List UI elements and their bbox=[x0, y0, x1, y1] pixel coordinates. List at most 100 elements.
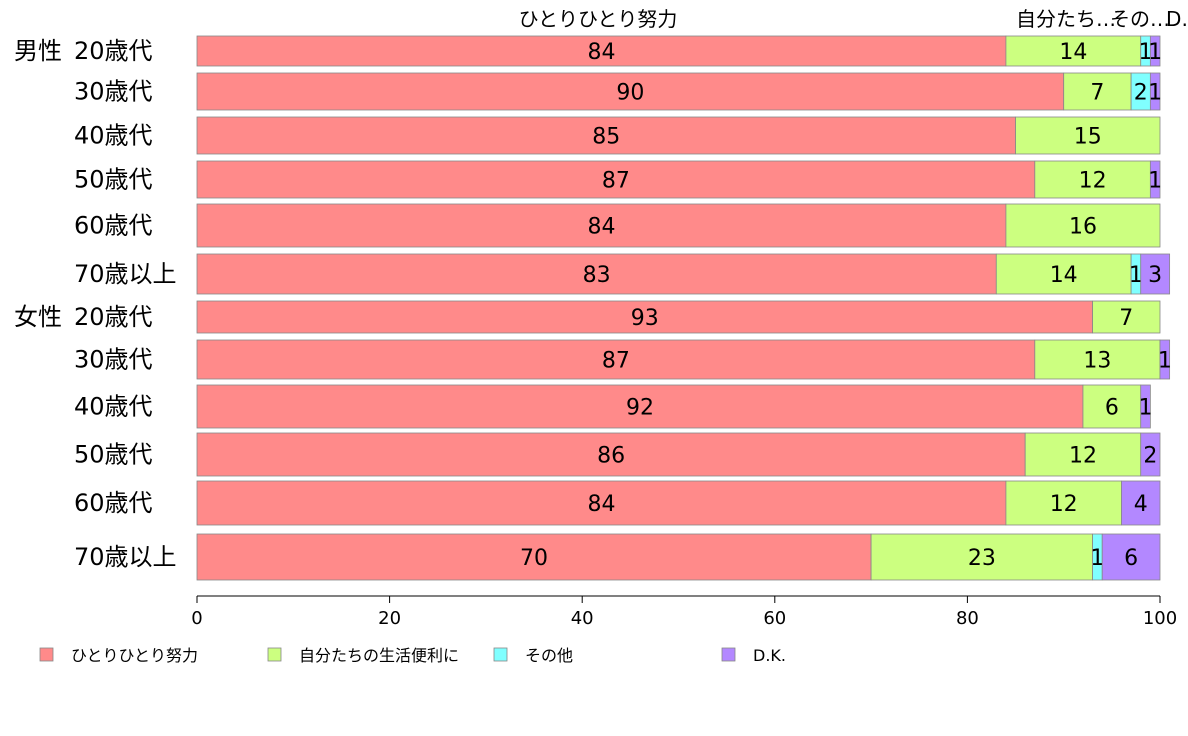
bar-segment bbox=[1082, 384, 1142, 429]
bar-segment bbox=[1140, 432, 1161, 477]
legend-item: その他 bbox=[493, 646, 573, 665]
legend-label: D.K. bbox=[753, 646, 786, 665]
bar-segment bbox=[196, 384, 1084, 429]
legend-swatch bbox=[267, 647, 282, 662]
bar-segment bbox=[1015, 116, 1161, 155]
bar-row: 70 23 1 6 bbox=[196, 533, 1161, 581]
bar-row: 84 16 bbox=[196, 203, 1161, 248]
bar-segment bbox=[196, 160, 1036, 199]
data-label: 84 bbox=[587, 492, 615, 517]
category-label: 20歳代 bbox=[74, 37, 153, 65]
data-label: 87 bbox=[602, 349, 630, 374]
category-label: 50歳代 bbox=[74, 166, 153, 194]
legend: ひとりひとり努力 自分たちの生活便利に その他 D.K. bbox=[39, 646, 786, 665]
data-label: 7 bbox=[1119, 306, 1133, 331]
data-label: 2 bbox=[1143, 444, 1157, 469]
data-label: 92 bbox=[626, 396, 654, 421]
data-label: 15 bbox=[1074, 125, 1102, 150]
category-label: 40歳代 bbox=[74, 122, 153, 150]
legend-item: ひとりひとり努力 bbox=[39, 646, 198, 665]
bar-row: 83 14 1 3 bbox=[196, 253, 1171, 295]
data-label: 7 bbox=[1090, 81, 1104, 106]
bar-segment bbox=[1005, 35, 1142, 67]
data-label: 16 bbox=[1069, 215, 1097, 240]
x-tick-label: 80 bbox=[956, 608, 979, 629]
data-label: 93 bbox=[631, 306, 659, 331]
bar-segment bbox=[1121, 480, 1161, 526]
data-label: 84 bbox=[587, 40, 615, 65]
data-label: 6 bbox=[1124, 546, 1138, 571]
category-label: 60歳代 bbox=[74, 489, 153, 517]
bar-row: 87 13 1 bbox=[196, 339, 1172, 380]
bar-segment bbox=[1140, 384, 1151, 429]
data-label: 1 bbox=[1129, 263, 1143, 288]
x-tick-label: 20 bbox=[378, 608, 401, 629]
data-label: 1 bbox=[1158, 349, 1172, 374]
bar-row: 85 15 bbox=[196, 116, 1161, 155]
data-label: 3 bbox=[1148, 263, 1162, 288]
category-label: 40歳代 bbox=[74, 393, 153, 421]
bar-segment bbox=[1034, 160, 1151, 199]
bar-row: 92 6 1 bbox=[196, 384, 1153, 429]
bar-row: 90 7 2 1 bbox=[196, 72, 1162, 111]
data-label: 12 bbox=[1050, 492, 1078, 517]
bar-row: 93 7 bbox=[196, 300, 1161, 334]
bar-segment bbox=[1005, 480, 1122, 526]
bar-segment bbox=[1092, 300, 1161, 334]
bar-row: 87 12 1 bbox=[196, 160, 1162, 199]
data-label: 87 bbox=[602, 169, 630, 194]
bar-segment bbox=[1101, 533, 1161, 581]
data-label: 12 bbox=[1069, 444, 1097, 469]
data-label: 85 bbox=[592, 125, 620, 150]
bar-segment bbox=[870, 533, 1093, 581]
bar-segment bbox=[196, 72, 1065, 111]
data-label: 90 bbox=[616, 81, 644, 106]
bar-segment bbox=[1140, 253, 1171, 295]
data-label: 70 bbox=[520, 546, 548, 571]
x-axis: 0 20 40 60 80 100 bbox=[191, 595, 1177, 629]
bar-segment bbox=[196, 253, 997, 295]
bar-segment bbox=[1149, 72, 1161, 111]
legend-label: その他 bbox=[525, 646, 573, 665]
legend-swatch bbox=[721, 647, 736, 662]
legend-label: 自分たちの生活便利に bbox=[299, 646, 459, 665]
category-label: 50歳代 bbox=[74, 441, 153, 469]
bar-segment bbox=[196, 35, 1007, 67]
data-label: 1 bbox=[1148, 40, 1162, 65]
x-tick-label: 100 bbox=[1143, 608, 1177, 629]
data-label: 2 bbox=[1134, 81, 1148, 106]
bar-segment bbox=[196, 432, 1026, 477]
category-label: 20歳代 bbox=[74, 303, 153, 331]
group-label: 男性 bbox=[14, 37, 62, 65]
data-label: 4 bbox=[1134, 492, 1148, 517]
top-segment-labels: ひとりひとり努力 自分たち…その…D… bbox=[519, 7, 1188, 31]
top-label: D… bbox=[1166, 7, 1188, 31]
category-label: 60歳代 bbox=[74, 212, 153, 240]
data-label: 12 bbox=[1079, 169, 1107, 194]
x-tick-label: 60 bbox=[763, 608, 786, 629]
top-label: ひとりひとり努力 bbox=[519, 7, 678, 31]
bar-segment bbox=[196, 533, 872, 581]
legend-item: D.K. bbox=[721, 646, 786, 665]
x-tick-label: 0 bbox=[191, 608, 202, 629]
legend-swatch bbox=[39, 647, 54, 662]
bar-segment bbox=[1159, 339, 1171, 380]
top-label: その… bbox=[1110, 7, 1170, 31]
legend-item: 自分たちの生活便利に bbox=[267, 646, 459, 665]
bar-segment bbox=[1024, 432, 1142, 477]
data-label: 23 bbox=[968, 546, 996, 571]
group-label: 女性 bbox=[14, 303, 62, 331]
data-label: 1 bbox=[1148, 169, 1162, 194]
category-label: 70歳以上 bbox=[74, 543, 177, 571]
bar-segment bbox=[196, 339, 1036, 380]
legend-label: ひとりひとり努力 bbox=[71, 646, 198, 665]
data-label: 1 bbox=[1090, 546, 1104, 571]
data-label: 14 bbox=[1059, 40, 1087, 65]
bar-segment bbox=[196, 203, 1007, 248]
top-label: 自分たち… bbox=[1016, 7, 1116, 31]
legend-swatch bbox=[493, 647, 508, 662]
data-label: 1 bbox=[1148, 81, 1162, 106]
